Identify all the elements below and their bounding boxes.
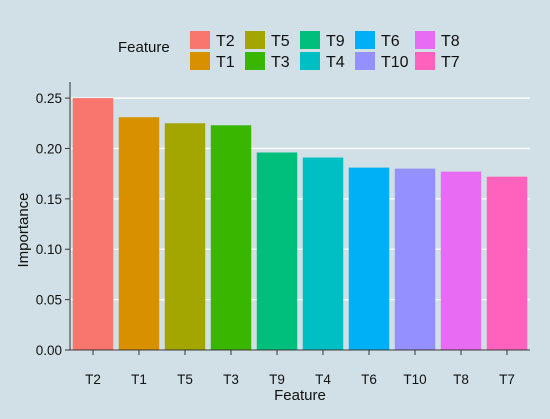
- legend-label-t9: T9: [326, 33, 345, 50]
- legend-swatch-t8: [415, 31, 435, 49]
- bar-t3: [210, 125, 252, 351]
- y-tick-label: 0.10: [36, 242, 62, 257]
- legend-label-t10: T10: [381, 54, 409, 71]
- legend-label-t1: T1: [216, 54, 235, 71]
- legend-swatch-t5: [245, 31, 265, 49]
- legend-label-t2: T2: [216, 33, 235, 50]
- bar-t2: [72, 98, 114, 350]
- bar-t8: [440, 171, 482, 350]
- x-tick-label: T9: [269, 372, 285, 387]
- legend-label-t3: T3: [271, 54, 290, 71]
- legend-swatch-t6: [355, 31, 375, 49]
- x-tick-label: T2: [85, 372, 101, 387]
- bar-t1: [118, 117, 160, 350]
- bar-t7: [486, 176, 528, 350]
- legend-label-t4: T4: [326, 54, 345, 71]
- y-tick-label: 0.15: [36, 192, 62, 207]
- bar-t4: [302, 157, 344, 350]
- y-tick-label: 0.20: [36, 141, 62, 156]
- x-tick-label: T3: [223, 372, 239, 387]
- legend-swatch-t1: [190, 52, 210, 70]
- legend-label-t6: T6: [381, 33, 400, 50]
- y-tick-label: 0.05: [36, 293, 62, 308]
- x-axis-label: Feature: [274, 387, 326, 404]
- x-tick-label: T1: [131, 372, 147, 387]
- legend-swatch-t10: [355, 52, 375, 70]
- legend-label-t5: T5: [271, 33, 290, 50]
- legend-swatch-t3: [245, 52, 265, 70]
- legend-title: Feature: [118, 39, 170, 56]
- bar-t5: [164, 123, 206, 351]
- legend-swatch-t2: [190, 31, 210, 49]
- x-axis: T2 T1 T5 T3 T9 T4 T6 T10 T8 T7: [70, 349, 530, 387]
- x-tick-label: T8: [453, 372, 469, 387]
- x-tick-label: T7: [499, 372, 515, 387]
- y-axis-label: Importance: [15, 192, 32, 267]
- x-tick-label: T5: [177, 372, 193, 387]
- legend-swatch-t7: [415, 52, 435, 70]
- x-tick-label: T4: [315, 372, 331, 387]
- y-axis: 0.00 0.05 0.10 0.15 0.20 0.25: [36, 82, 71, 358]
- legend: Feature T2 T5 T9 T6 T8 T1 T3 T4 T10 T7: [118, 31, 460, 71]
- bar-t6: [348, 167, 390, 350]
- y-tick-label: 0.00: [36, 343, 62, 358]
- bars: [72, 98, 528, 351]
- legend-label-t8: T8: [441, 33, 460, 50]
- legend-swatch-t4: [300, 52, 320, 70]
- bar-t9: [256, 152, 298, 350]
- legend-label-t7: T7: [441, 54, 460, 71]
- legend-swatch-t9: [300, 31, 320, 49]
- y-tick-label: 0.25: [36, 91, 62, 106]
- bar-t10: [394, 168, 436, 350]
- x-tick-label: T6: [361, 372, 377, 387]
- x-tick-label: T10: [403, 372, 426, 387]
